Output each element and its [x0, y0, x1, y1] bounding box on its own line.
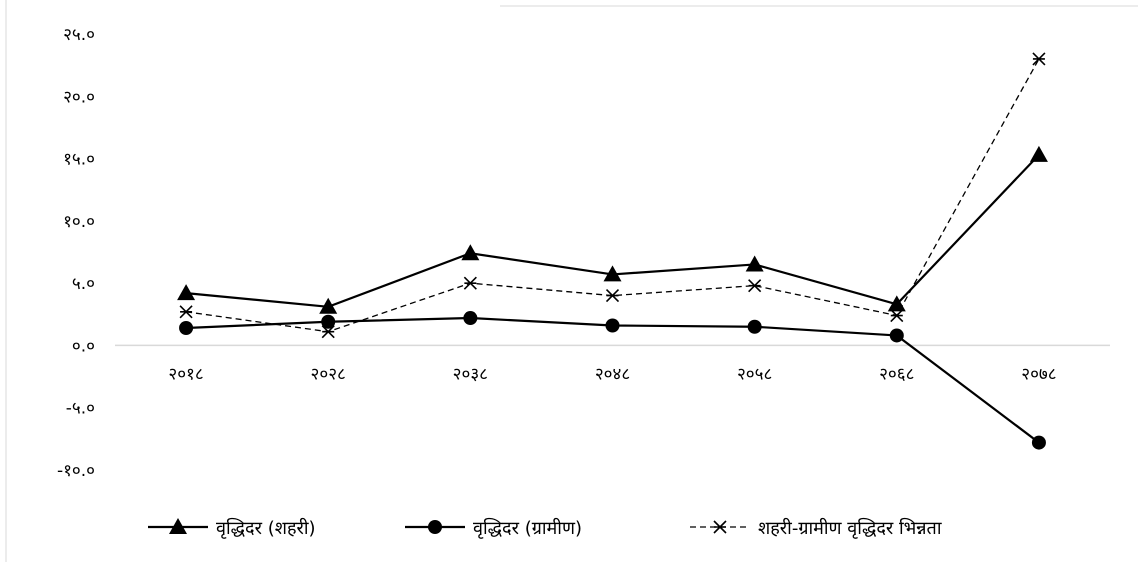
x-axis-ticks: २०१८ २०२८ २०३८ २०४८ २०५८ २०६८ २०७८	[168, 364, 1056, 384]
series-point	[179, 320, 194, 335]
series-point	[1031, 435, 1046, 450]
legend-marker	[428, 520, 442, 534]
x-tick-label: २०२८	[311, 364, 346, 384]
series-point	[1029, 145, 1048, 162]
x-tick-label: २०६८	[879, 364, 914, 384]
series-point	[748, 279, 762, 293]
y-tick-label: -५.०	[66, 399, 95, 419]
series-3	[179, 52, 1046, 339]
series-point	[177, 284, 196, 301]
series-point	[890, 308, 904, 323]
series-line	[185, 154, 1040, 308]
x-tick-label: २०४८	[595, 364, 630, 384]
y-tick-label: २५.०	[63, 25, 95, 45]
series-group	[177, 52, 1048, 450]
series-point	[463, 311, 478, 326]
y-axis-ticks: २५.० २०.० १५.० १०.० ५.० ०.० -५.० -१०.०	[57, 25, 95, 481]
series-point	[747, 319, 762, 334]
series-point	[319, 297, 338, 314]
x-tick-label: २०५८	[737, 364, 772, 384]
series-point	[605, 289, 620, 303]
legend-marker	[713, 520, 727, 534]
x-tick-label: २०७८	[1021, 364, 1056, 384]
series-point	[1032, 52, 1046, 66]
legend: वृद्धिदर (शहरी) वृद्धिदर (ग्रामीण) शहरी-ग्…	[148, 517, 942, 539]
y-tick-label: ५.०	[72, 274, 95, 294]
series-point	[461, 244, 480, 261]
series-point	[603, 265, 622, 282]
series-point	[889, 328, 904, 343]
legend-item: वृद्धिदर (शहरी)	[148, 517, 316, 539]
y-tick-label: १०.०	[63, 212, 95, 232]
y-tick-label: १५.०	[63, 150, 95, 170]
series-point	[179, 305, 193, 319]
series-point	[321, 314, 336, 329]
y-tick-label: २०.०	[63, 87, 95, 107]
series-point	[463, 276, 477, 290]
legend-label: वृद्धिदर (ग्रामीण)	[473, 517, 582, 539]
series-2	[179, 311, 1046, 450]
legend-item: वृद्धिदर (ग्रामीण)	[405, 517, 582, 539]
series-point	[605, 318, 620, 333]
series-point	[745, 255, 764, 272]
series-1	[177, 145, 1048, 314]
series-point	[321, 325, 335, 339]
series-line	[185, 58, 1040, 333]
y-tick-label: -१०.०	[57, 461, 95, 481]
legend-item: शहरी-ग्रामीण वृद्धिदर भिन्नता	[690, 517, 942, 539]
y-tick-label: ०.०	[72, 336, 95, 356]
legend-marker	[169, 518, 187, 534]
legend-label: शहरी-ग्रामीण वृद्धिदर भिन्नता	[758, 517, 942, 539]
x-tick-label: २०३८	[453, 364, 488, 384]
x-tick-label: २०१८	[168, 364, 203, 384]
legend-label: वृद्धिदर (शहरी)	[216, 517, 316, 539]
